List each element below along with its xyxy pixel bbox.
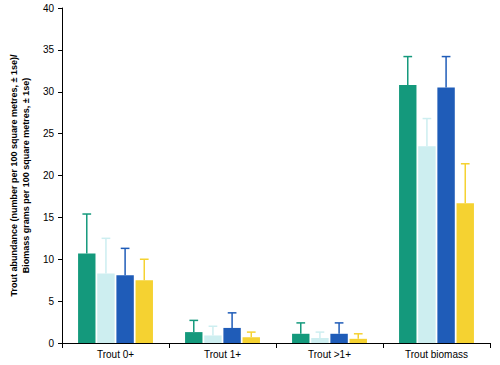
svg-text:Trout abundance (number per 10: Trout abundance (number per 100 square m… — [9, 54, 19, 297]
svg-text:40: 40 — [43, 3, 55, 14]
svg-text:25: 25 — [43, 128, 55, 139]
svg-text:Biomass grams per 100 square m: Biomass grams per 100 square metres, ± 1… — [21, 78, 31, 274]
svg-text:Trout >1+: Trout >1+ — [308, 349, 351, 360]
svg-text:Trout 1+: Trout 1+ — [204, 349, 241, 360]
svg-text:15: 15 — [43, 212, 55, 223]
svg-text:20: 20 — [43, 170, 55, 181]
svg-text:5: 5 — [48, 296, 54, 307]
svg-text:10: 10 — [43, 254, 55, 265]
svg-text:Trout biomass: Trout biomass — [405, 349, 468, 360]
svg-text:35: 35 — [43, 44, 55, 55]
svg-text:0: 0 — [48, 338, 54, 349]
svg-text:30: 30 — [43, 86, 55, 97]
svg-text:Trout 0+: Trout 0+ — [97, 349, 134, 360]
